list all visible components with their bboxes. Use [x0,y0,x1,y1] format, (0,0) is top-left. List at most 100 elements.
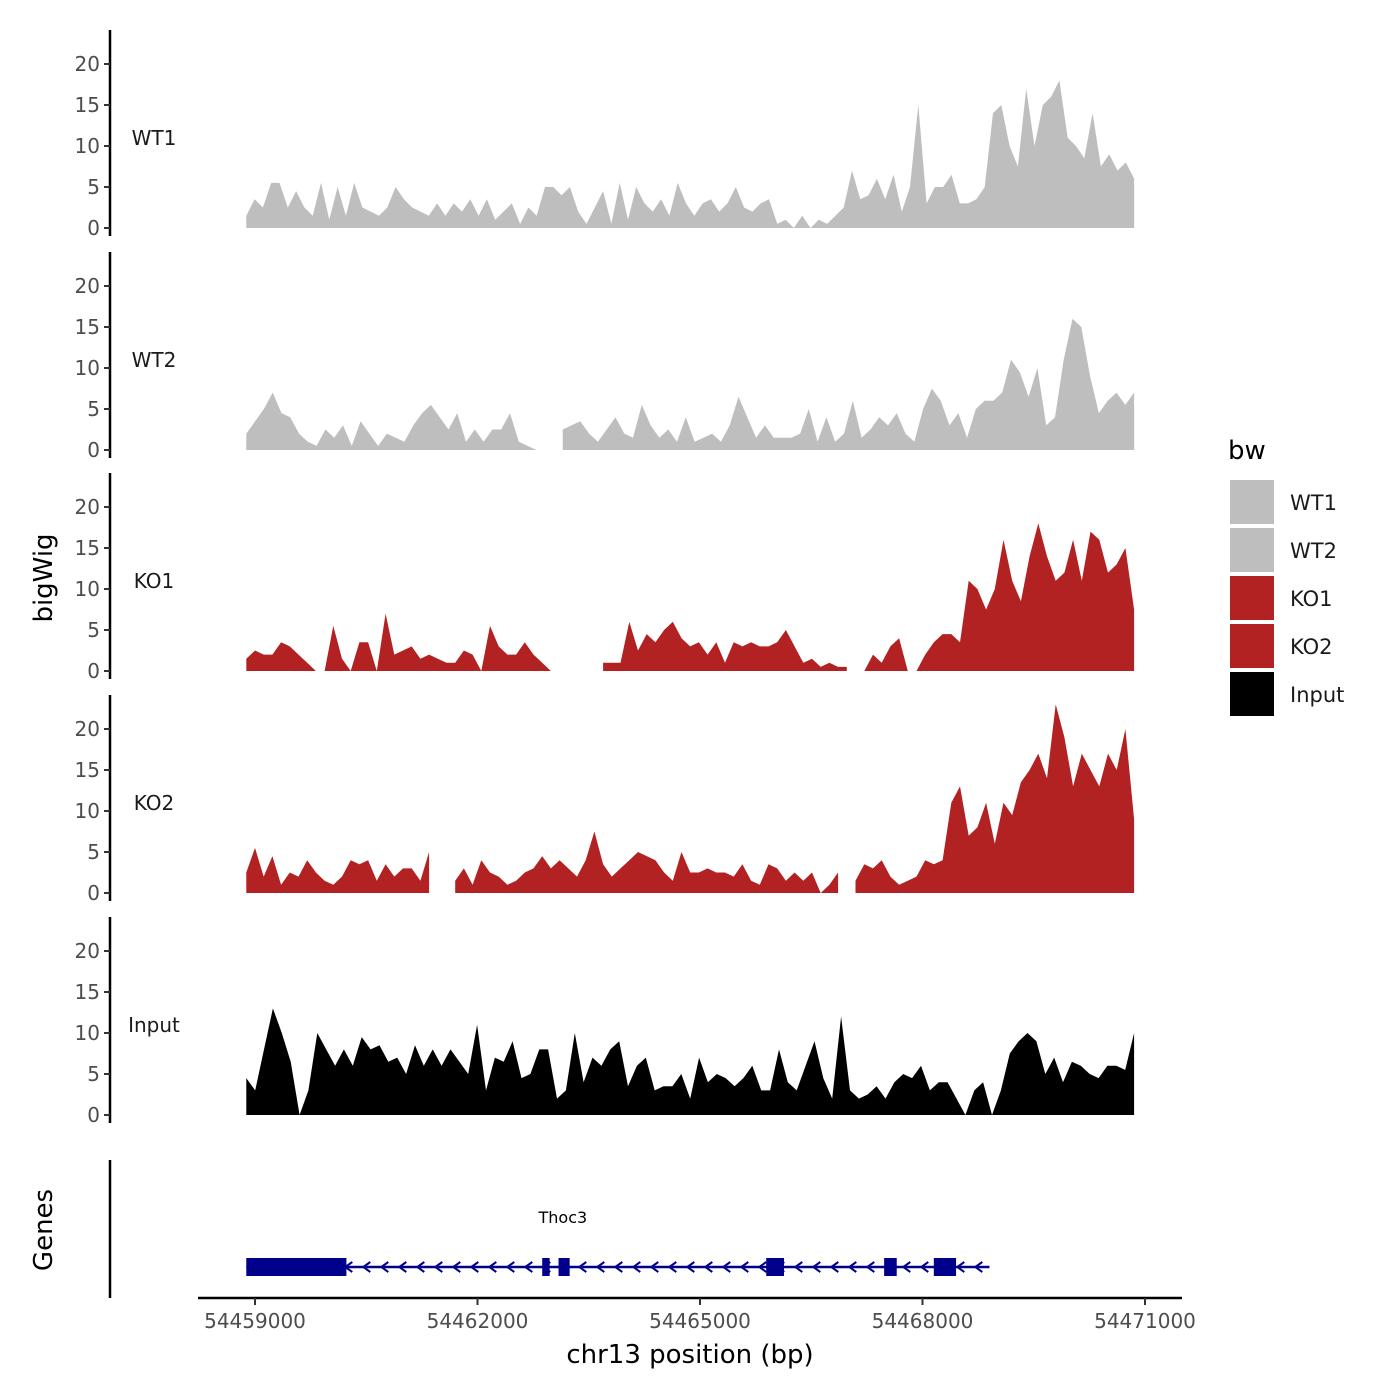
track-wt2: 0 5 10 15 20 WT2 [75,252,1135,462]
exon [246,1258,347,1276]
y-tick-label: 20 [75,52,100,76]
y-tick-label: 15 [75,536,100,560]
strand-arrow [829,1261,839,1273]
x-axis: 54459000 54462000 54465000 54468000 54471000 [198,1296,1196,1333]
y-tick-label: 0 [87,438,100,462]
y-tick-label: 0 [87,1103,100,1127]
exon [884,1258,897,1276]
track-label-ko1: KO1 [134,569,175,593]
x-tick-label: 54462000 [427,1309,529,1333]
y-tick-label: 20 [75,939,100,963]
x-tick-label: 54465000 [649,1309,751,1333]
x-axis-title: chr13 position (bp) [566,1340,813,1370]
strand-arrow [631,1261,641,1273]
track-ko1: 0 5 10 15 20 KO1 [75,473,1135,683]
y-tick-label: 5 [87,840,100,864]
strand-arrow [595,1261,605,1273]
legend-swatch-input [1230,672,1274,716]
legend-label-wt2: WT2 [1290,539,1337,563]
exon [558,1258,570,1276]
y-tick-label: 15 [75,980,100,1004]
y-tick-label: 10 [75,577,100,601]
strand-arrow [865,1261,875,1273]
track-ko2: 0 5 10 15 20 KO2 [75,695,1135,905]
track-label-wt2: WT2 [132,348,177,372]
legend-swatch-wt1 [1230,480,1274,524]
strand-arrow [379,1261,389,1273]
strand-arrow [811,1261,821,1273]
coverage-area-ko1 [603,621,847,671]
strand-arrow [523,1261,533,1273]
y-tick-label: 20 [75,717,100,741]
strand-arrow [649,1261,659,1273]
y-tick-label: 5 [87,1062,100,1086]
x-tick-label: 54459000 [204,1309,306,1333]
strand-arrow [721,1261,731,1273]
coverage-area-ko1 [864,523,1135,671]
genes-layer: Thoc3 [108,1160,990,1298]
strand-arrow [397,1261,407,1273]
track-input: 0 5 10 15 20 Input [75,917,1135,1127]
legend-swatch-wt2 [1230,528,1274,572]
y-tick-label: 10 [75,134,100,158]
exon [766,1258,784,1276]
y-tick-label: 15 [75,315,100,339]
y-tick-label: 0 [87,216,100,240]
gene-label: Thoc3 [538,1208,588,1227]
strand-arrow [757,1261,767,1273]
legend-label-ko2: KO2 [1290,635,1333,659]
strand-arrow [577,1261,587,1273]
strand-arrow [433,1261,443,1273]
legend-label-ko1: KO1 [1290,587,1333,611]
strand-arrow [685,1261,695,1273]
coverage-area-wt2 [246,392,537,450]
legend: bw WT1 WT2 KO1 KO2 Input [1228,436,1344,716]
y-tick-label: 20 [75,274,100,298]
strand-arrow [919,1261,929,1273]
legend-label-wt1: WT1 [1290,491,1337,515]
coverage-area-ko2 [455,831,839,893]
y-tick-label: 0 [87,659,100,683]
track-label-input: Input [128,1013,180,1037]
coverage-area-wt2 [562,318,1135,450]
strand-arrow [793,1261,803,1273]
strand-arrow [415,1261,425,1273]
y-tick-label: 10 [75,1021,100,1045]
strand-arrow [955,1261,965,1273]
strand-arrow [901,1261,911,1273]
strand-arrow [487,1261,497,1273]
coverage-area-ko1 [246,613,569,671]
x-tick-label: 54468000 [872,1309,974,1333]
track-wt1: 0 5 10 15 20 WT1 [75,30,1135,240]
legend-swatch-ko2 [1230,624,1274,668]
strand-arrow [469,1261,479,1273]
y-tick-label: 5 [87,175,100,199]
y-axis-title: bigWig [29,533,59,622]
y-tick-label: 15 [75,758,100,782]
gene-thoc3: Thoc3 [246,1208,990,1276]
y-tick-label: 10 [75,799,100,823]
genes-track-title: Genes [29,1189,59,1271]
strand-arrow [613,1261,623,1273]
y-tick-label: 10 [75,356,100,380]
coverage-area-wt1 [246,80,1135,229]
x-tick-label: 54471000 [1094,1309,1196,1333]
coverage-area-ko2 [246,847,430,893]
strand-arrow [739,1261,749,1273]
strand-arrow [847,1261,857,1273]
strand-arrow [361,1261,371,1273]
strand-arrow [451,1261,461,1273]
legend-label-input: Input [1290,683,1344,707]
y-tick-label: 0 [87,881,100,905]
track-label-ko2: KO2 [134,791,175,815]
coverage-area-input [246,1008,1135,1115]
tracks-layer: 0 5 10 15 20 WT1 0 5 10 15 20 WT2 0 5 10 15 20 KO1 0 5 10 15 2… [75,30,1135,1127]
strand-arrow [667,1261,677,1273]
exon [542,1258,550,1276]
coverage-area-ko2 [855,704,1135,893]
y-tick-label: 5 [87,397,100,421]
y-tick-label: 15 [75,93,100,117]
strand-arrow [973,1261,983,1273]
